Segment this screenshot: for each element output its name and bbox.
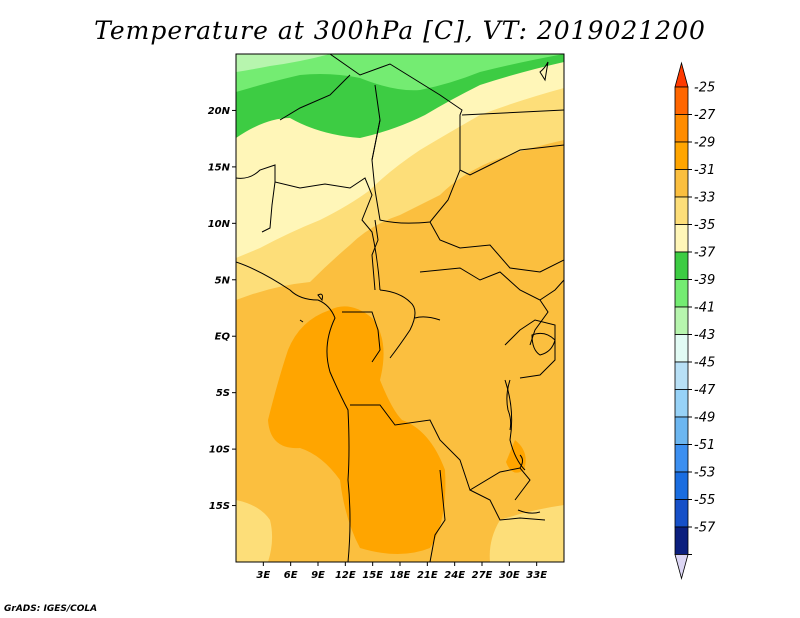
colorbar-swatch (674, 416, 689, 445)
map-title: Temperature at 300hPa [C], VT: 201902120… (94, 16, 706, 45)
lon-tick-label: 21E (417, 570, 438, 581)
lon-tick-label: 18E (390, 570, 411, 581)
longitude-axis: 3E 6E 9E 12E 15E 18E 21E 24E 27E 30E 33E (256, 562, 547, 581)
colorbar-label: -57 (694, 521, 716, 536)
latitude-axis: 20N 15N 10N 5N EQ 5S 10S 15S (208, 106, 236, 512)
colorbar-label: -49 (694, 411, 715, 426)
band-minus-39 (236, 54, 564, 92)
colorbar-swatch (674, 499, 689, 528)
lat-tick-label: 10N (208, 219, 231, 230)
band-minus-37 (236, 54, 564, 138)
colorbar-swatch (674, 169, 689, 198)
lon-tick-label: 33E (526, 570, 547, 581)
colorbar-label: -41 (694, 301, 715, 316)
colorbar-swatch (674, 196, 689, 225)
colorbar-label: -31 (694, 163, 715, 178)
lat-tick-label: 5N (215, 275, 231, 286)
lon-tick-label: 27E (472, 570, 493, 581)
lat-tick-label: 15N (208, 162, 231, 173)
lon-tick-label: 9E (311, 570, 325, 581)
colorbar-bottom-triangle (674, 554, 689, 581)
colorbar-label: -39 (694, 273, 715, 288)
country-borders (236, 54, 564, 562)
colorbar-swatch (674, 471, 689, 500)
colorbar-top-triangle (674, 61, 689, 88)
colorbar-label: -53 (694, 466, 715, 481)
colorbar-label: -27 (694, 108, 716, 123)
band-minus-41 (236, 54, 330, 72)
colorbar-label: -51 (694, 438, 715, 453)
colorbar-swatch (674, 141, 689, 170)
colorbar-swatch (674, 279, 689, 308)
lat-tick-label: EQ (215, 332, 231, 343)
colorbar-label: -43 (694, 328, 715, 343)
lat-tick-label: 10S (209, 445, 230, 456)
colorbar-swatch (674, 114, 689, 143)
colorbar-swatch (674, 361, 689, 390)
colorbar-swatch (674, 526, 689, 555)
lon-tick-label: 24E (444, 570, 465, 581)
colorbar-label: -45 (694, 356, 715, 371)
colorbar: -25 -27 -29 -31 -33 -35 -37 -39 -41 -43 -45 -47 -49 -… (674, 61, 716, 581)
lon-tick-label: 3E (256, 570, 270, 581)
lon-tick-label: 6E (284, 570, 298, 581)
colorbar-swatch (674, 86, 689, 115)
colorbar-label: -55 (694, 493, 715, 508)
colorbar-label: -25 (694, 81, 715, 96)
colorbar-label: -33 (694, 191, 715, 206)
colorbar-label: -35 (694, 218, 715, 233)
band-minus-29-west (268, 306, 446, 554)
colorbar-swatch (674, 306, 689, 335)
lon-tick-label: 30E (499, 570, 520, 581)
lat-tick-label: 20N (208, 106, 231, 117)
band-minus-33-south (236, 500, 273, 562)
temperature-field (236, 54, 564, 562)
colorbar-label: -37 (694, 246, 716, 261)
lon-tick-label: 15E (362, 570, 383, 581)
colorbar-swatch (674, 389, 689, 418)
lon-tick-label: 12E (335, 570, 356, 581)
colorbar-swatch (674, 444, 689, 473)
colorbar-swatch (674, 251, 689, 280)
lat-tick-label: 15S (209, 501, 230, 512)
lat-tick-label: 5S (216, 388, 230, 399)
colorbar-swatch (674, 224, 689, 253)
colorbar-label: -47 (694, 383, 716, 398)
footer-credit: GrADS: IGES/COLA (4, 604, 98, 614)
colorbar-label: -29 (694, 136, 715, 151)
colorbar-swatch (674, 334, 689, 363)
lakes-and-islands (299, 61, 556, 514)
